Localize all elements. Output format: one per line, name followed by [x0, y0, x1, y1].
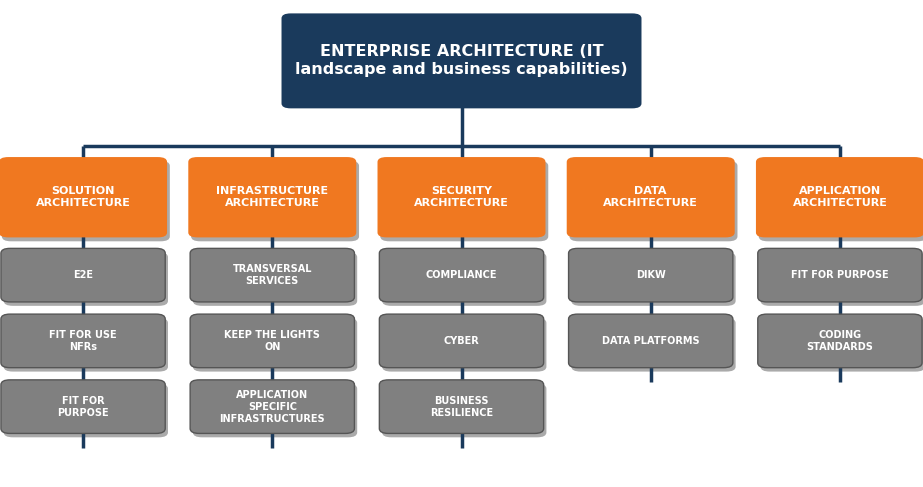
FancyBboxPatch shape [378, 157, 545, 238]
FancyBboxPatch shape [379, 248, 544, 302]
FancyBboxPatch shape [188, 157, 356, 238]
FancyBboxPatch shape [190, 314, 354, 368]
FancyBboxPatch shape [382, 252, 546, 306]
FancyBboxPatch shape [761, 318, 923, 372]
FancyBboxPatch shape [4, 318, 168, 372]
Text: BUSINESS
RESILIENCE: BUSINESS RESILIENCE [430, 395, 493, 418]
Text: COMPLIANCE: COMPLIANCE [426, 270, 497, 280]
FancyBboxPatch shape [4, 252, 168, 306]
FancyBboxPatch shape [1, 314, 165, 368]
FancyBboxPatch shape [569, 161, 737, 242]
FancyBboxPatch shape [190, 380, 354, 433]
FancyBboxPatch shape [756, 157, 923, 238]
FancyBboxPatch shape [1, 380, 165, 433]
FancyBboxPatch shape [190, 248, 354, 302]
FancyBboxPatch shape [758, 248, 922, 302]
FancyBboxPatch shape [759, 161, 923, 242]
FancyBboxPatch shape [191, 161, 359, 242]
Text: KEEP THE LIGHTS
ON: KEEP THE LIGHTS ON [224, 330, 320, 352]
FancyBboxPatch shape [379, 314, 544, 368]
Text: FIT FOR
PURPOSE: FIT FOR PURPOSE [57, 395, 109, 418]
FancyBboxPatch shape [567, 157, 735, 238]
FancyBboxPatch shape [0, 157, 167, 238]
FancyBboxPatch shape [761, 252, 923, 306]
Text: CYBER: CYBER [444, 336, 479, 346]
FancyBboxPatch shape [193, 318, 357, 372]
FancyBboxPatch shape [758, 314, 922, 368]
FancyBboxPatch shape [1, 248, 165, 302]
FancyBboxPatch shape [382, 318, 546, 372]
Text: DATA PLATFORMS: DATA PLATFORMS [602, 336, 700, 346]
Text: INFRASTRUCTURE
ARCHITECTURE: INFRASTRUCTURE ARCHITECTURE [216, 186, 329, 208]
FancyBboxPatch shape [571, 252, 736, 306]
Text: ENTERPRISE ARCHITECTURE (IT
landscape and business capabilities): ENTERPRISE ARCHITECTURE (IT landscape an… [295, 44, 628, 77]
FancyBboxPatch shape [569, 248, 733, 302]
FancyBboxPatch shape [193, 252, 357, 306]
FancyBboxPatch shape [569, 314, 733, 368]
FancyBboxPatch shape [382, 384, 546, 437]
FancyBboxPatch shape [193, 384, 357, 437]
Text: SECURITY
ARCHITECTURE: SECURITY ARCHITECTURE [414, 186, 509, 208]
Text: APPLICATION
ARCHITECTURE: APPLICATION ARCHITECTURE [793, 186, 887, 208]
Text: FIT FOR PURPOSE: FIT FOR PURPOSE [791, 270, 889, 280]
FancyBboxPatch shape [380, 161, 548, 242]
Text: FIT FOR USE
NFRs: FIT FOR USE NFRs [49, 330, 117, 352]
FancyBboxPatch shape [4, 384, 168, 437]
FancyBboxPatch shape [2, 161, 170, 242]
Text: DATA
ARCHITECTURE: DATA ARCHITECTURE [604, 186, 698, 208]
Text: SOLUTION
ARCHITECTURE: SOLUTION ARCHITECTURE [36, 186, 130, 208]
Text: TRANSVERSAL
SERVICES: TRANSVERSAL SERVICES [233, 264, 312, 286]
Text: CODING
STANDARDS: CODING STANDARDS [807, 330, 873, 352]
FancyBboxPatch shape [379, 380, 544, 433]
Text: E2E: E2E [73, 270, 93, 280]
FancyBboxPatch shape [282, 14, 641, 109]
Text: DIKW: DIKW [636, 270, 665, 280]
FancyBboxPatch shape [571, 318, 736, 372]
Text: APPLICATION
SPECIFIC
INFRASTRUCTURES: APPLICATION SPECIFIC INFRASTRUCTURES [220, 390, 325, 424]
